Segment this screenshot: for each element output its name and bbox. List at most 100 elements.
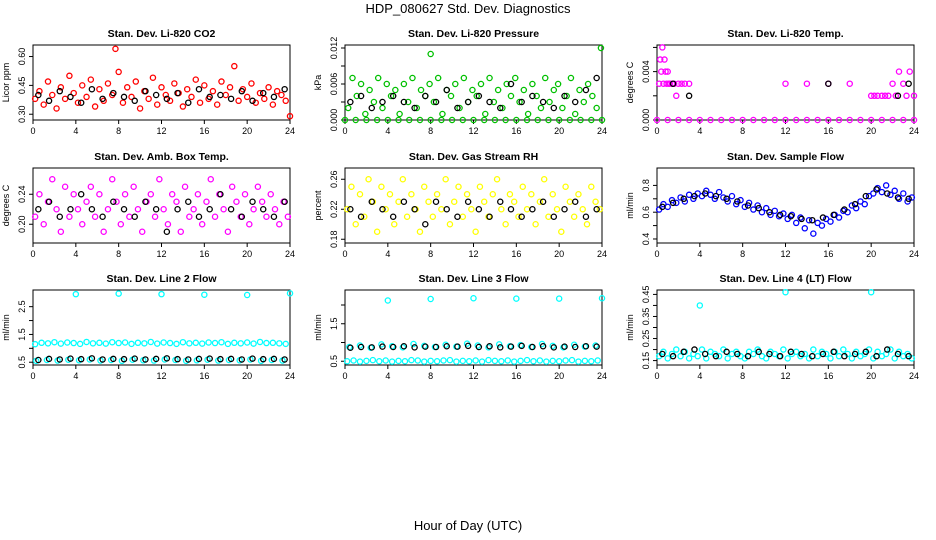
data-point [664,68,671,75]
chart-sampleflow: Stan. Dev. Sample Flow ml/min 0 4 8 12 16 20 24 0… [625,151,919,259]
data-point [571,110,579,118]
data-point [534,116,542,124]
data-point [464,342,472,350]
x-tick-label: 12 [156,371,166,381]
data-point [497,104,504,112]
chart-title: Stan. Dev. Li-820 Temp. [727,28,843,40]
data-point [347,344,354,351]
data-point [715,352,723,360]
data-point [422,220,429,228]
data-point [368,104,376,112]
data-point [456,104,463,112]
data-point [550,104,558,112]
data-point [582,86,590,94]
data-point [861,200,868,208]
data-point [57,228,65,235]
data-point [480,198,488,205]
data-point [91,103,99,110]
data-point [478,358,486,365]
data-point [411,205,418,213]
plot-frame [32,44,291,121]
plot-frame [32,289,291,366]
series-spikes [384,294,606,304]
data-point [460,74,468,82]
series-all [655,182,916,237]
data-point [369,356,377,364]
data-point [395,198,402,205]
data-point [271,205,279,213]
chart-co2: Stan. Dev. Li-820 CO2 Licor ppm 0 4 8 12 16 20 2… [1,28,295,136]
data-point [504,357,512,364]
data-point [588,116,595,124]
data-point [734,350,741,358]
data-point [382,357,389,364]
data-point [698,346,706,353]
data-point [871,92,878,100]
data-point [537,104,545,112]
data-point [438,116,445,124]
data-point [694,352,701,360]
x-tick-label: 16 [199,249,209,259]
data-point [502,220,509,228]
data-point [653,116,661,124]
data-point [142,198,149,205]
data-point [357,92,365,100]
data-point [905,352,912,360]
data-point [755,204,762,212]
data-point [841,206,848,213]
data-point [583,220,591,228]
data-point [108,175,116,183]
data-point [516,98,523,106]
data-point [224,228,232,235]
data-point [363,357,370,365]
data-point [284,213,292,220]
data-point [174,355,181,363]
data-point [400,80,408,88]
data-point [755,348,762,356]
data-point [830,211,837,219]
data-point [762,204,770,212]
data-point [156,175,163,183]
data-point [472,357,479,364]
data-point [110,355,117,363]
x-tick-label: 4 [697,371,702,381]
chart-line2: Stan. Dev. Line 2 Flow ml/min 0 4 8 12 16 20 24 0… [1,273,295,381]
data-point [780,346,787,353]
y-tick-label: 0.60 [17,48,27,66]
data-point [420,358,428,365]
data-point [673,92,680,100]
x-tick-label: 24 [597,126,607,136]
data-point [887,346,894,353]
data-point [207,175,215,183]
data-point [744,352,752,360]
data-point [411,104,418,112]
data-point [463,190,471,198]
data-point [499,104,506,112]
data-point [561,343,568,350]
data-point [211,339,219,347]
data-point [281,85,288,93]
data-point [185,356,192,363]
data-point [555,357,563,365]
data-point [454,343,461,350]
data-point [205,339,212,346]
data-point [903,92,910,100]
series-hourly [659,186,912,224]
data-point [780,210,787,217]
data-point [567,74,575,82]
data-point [396,110,403,118]
data-point [386,190,394,198]
data-point [420,183,428,190]
data-point [592,342,599,349]
data-point [99,95,106,103]
data-point [163,355,171,362]
chart-title: Stan. Dev. Li-820 Pressure [408,28,539,40]
data-point [83,198,90,205]
data-point [276,340,283,347]
data-point [99,213,106,220]
x-tick-label: 16 [511,371,521,381]
data-point [405,116,413,124]
x-tick-label: 20 [554,126,564,136]
data-point [222,91,229,99]
data-point [571,198,579,205]
